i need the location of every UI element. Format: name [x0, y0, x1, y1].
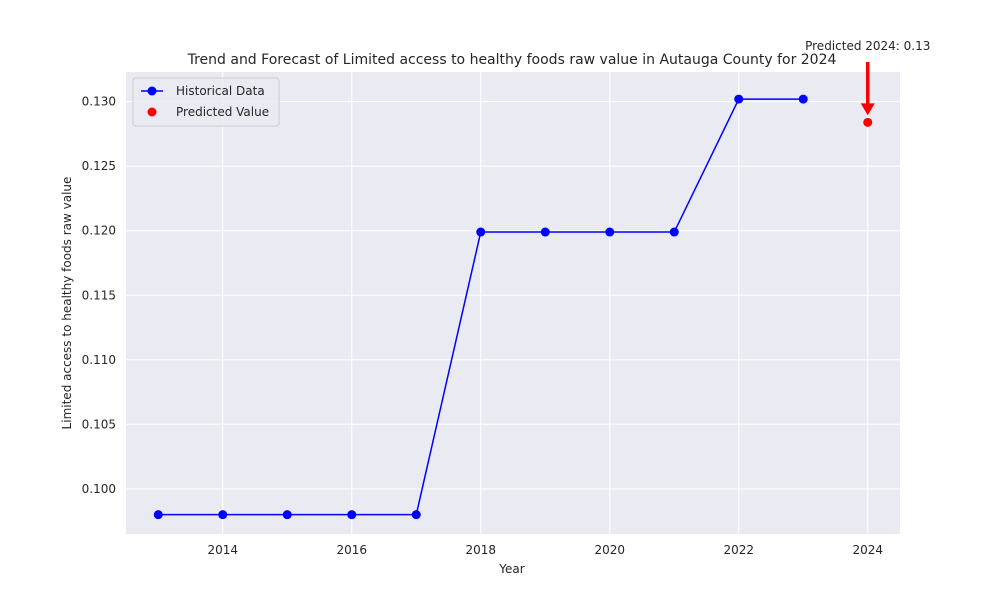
x-tick-label: 2024 [852, 543, 883, 557]
historical-point [411, 510, 421, 520]
plot-area [126, 72, 900, 534]
legend-label-historical: Historical Data [176, 84, 265, 98]
historical-point [798, 94, 808, 104]
annotation: Predicted 2024: 0.13 [805, 39, 930, 116]
historical-point [476, 227, 486, 237]
legend: Historical Data Predicted Value [132, 77, 280, 127]
y-tick-label: 0.125 [82, 159, 116, 173]
y-tick-label: 0.105 [82, 417, 116, 431]
annotation-text: Predicted 2024: 0.13 [805, 39, 930, 53]
y-tick-label: 0.130 [82, 95, 116, 109]
x-axis-label: Year [498, 562, 524, 576]
legend-label-predicted: Predicted Value [176, 105, 269, 119]
historical-point [734, 94, 744, 104]
historical-point [282, 510, 292, 520]
x-tick-label: 2018 [465, 543, 496, 557]
historical-point [669, 227, 679, 237]
historical-point [347, 510, 357, 520]
tick-labels: 2014 2016 2018 2020 2022 2024 0.100 0.105 0.110 0… [82, 95, 883, 557]
y-tick-label: 0.115 [82, 288, 116, 302]
series-layer [153, 94, 873, 520]
x-tick-label: 2014 [207, 543, 238, 557]
y-tick-label: 0.120 [82, 224, 116, 238]
chart-title: Trend and Forecast of Limited access to … [187, 52, 837, 68]
x-tick-label: 2016 [336, 543, 367, 557]
y-axis-label: Limited access to healthy foods raw valu… [60, 177, 74, 430]
y-tick-label: 0.100 [82, 482, 116, 496]
grid-lines [126, 72, 900, 534]
legend-marker-historical [147, 86, 157, 96]
historical-point [218, 510, 228, 520]
predicted-point [863, 117, 873, 127]
historical-point [540, 227, 550, 237]
legend-box [132, 77, 280, 127]
x-tick-label: 2020 [594, 543, 625, 557]
legend-marker-predicted [147, 107, 157, 117]
historical-point [153, 510, 163, 520]
x-tick-label: 2022 [723, 543, 754, 557]
historical-point [605, 227, 615, 237]
annotation-arrow-head [860, 103, 875, 116]
y-tick-label: 0.110 [82, 353, 116, 367]
